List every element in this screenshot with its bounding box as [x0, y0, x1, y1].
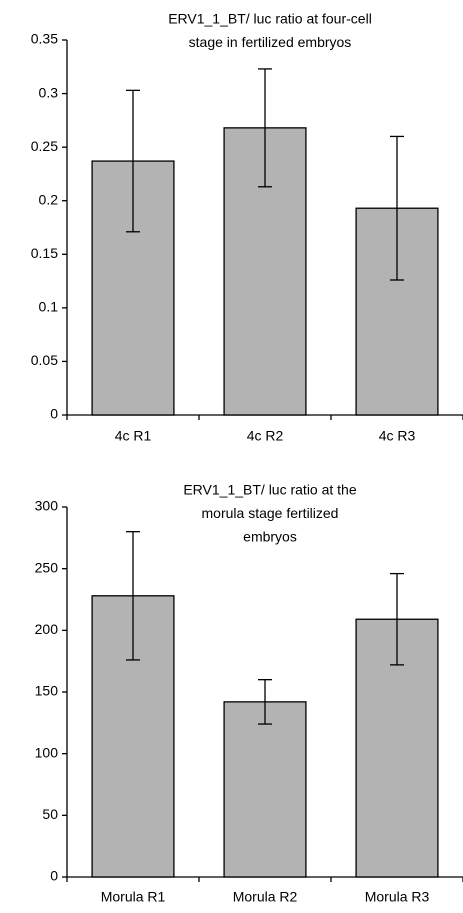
x-tick-label: 4c R2 [247, 428, 284, 444]
bar [223, 701, 307, 878]
chart-title: stage in fertilized embryos [189, 34, 352, 50]
chart-title: embryos [243, 529, 297, 545]
y-tick-label: 100 [35, 744, 59, 760]
y-tick-label: 250 [35, 559, 59, 575]
x-tick-label: 4c R3 [379, 428, 416, 444]
y-tick-label: 300 [35, 498, 59, 514]
chart-title: morula stage fertilized [202, 505, 339, 521]
y-tick-label: 150 [35, 683, 59, 699]
y-tick-label: 0.1 [39, 299, 59, 315]
chart-title: ERV1_1_BT/ luc ratio at the [183, 482, 356, 498]
y-tick-label: 0.25 [31, 138, 58, 154]
y-tick-label: 0.05 [31, 352, 58, 368]
x-tick-label: Morula R1 [101, 889, 166, 905]
x-tick-label: Morula R2 [233, 889, 298, 905]
y-tick-label: 0 [50, 406, 58, 422]
y-tick-label: 0.3 [39, 84, 59, 100]
x-tick-label: Morula R3 [365, 889, 430, 905]
y-tick-label: 0.2 [39, 191, 59, 207]
y-tick-label: 0.35 [31, 31, 58, 47]
x-tick-label: 4c R1 [115, 428, 152, 444]
y-tick-label: 200 [35, 621, 59, 637]
chart-title: ERV1_1_BT/ luc ratio at four-cell [168, 11, 372, 27]
y-tick-label: 0 [50, 868, 58, 884]
y-tick-label: 0.15 [31, 245, 58, 261]
y-tick-label: 50 [42, 806, 58, 822]
